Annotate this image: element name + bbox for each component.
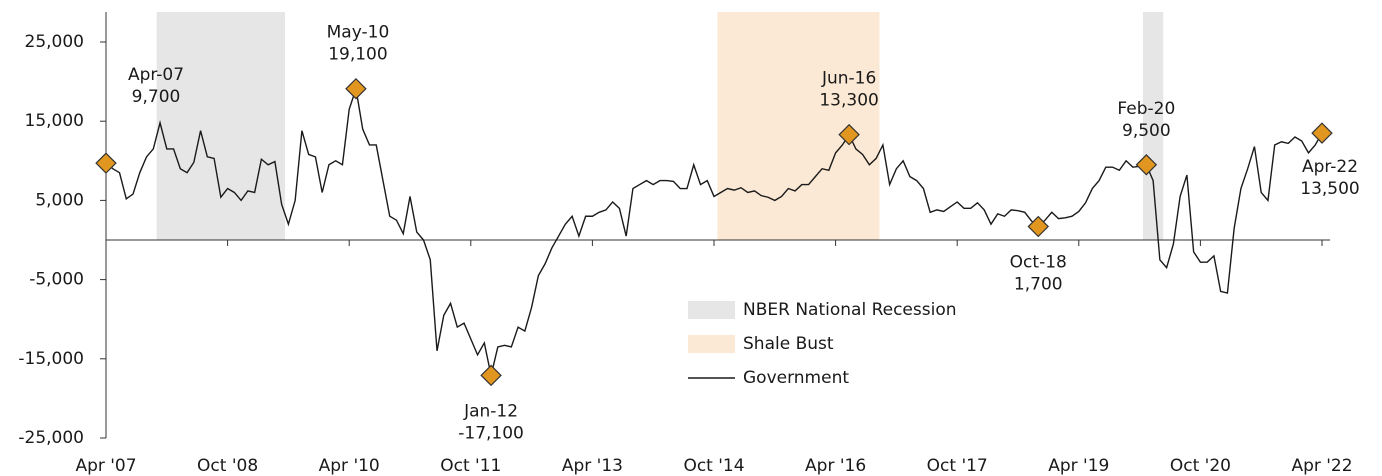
annotation-value: 9,500 [1122, 121, 1171, 141]
x-tick-label: Oct '20 [1170, 456, 1231, 476]
x-tick-label: Apr '19 [1048, 456, 1109, 476]
shaded-period [1142, 12, 1164, 240]
annotation-marker [838, 123, 860, 146]
legend-swatch [688, 301, 735, 319]
x-tick-label: Apr '16 [805, 456, 866, 476]
y-tick-label: -5,000 [29, 270, 84, 290]
annotation-marker [1027, 215, 1050, 238]
annotation-label: May-10 [327, 23, 390, 43]
legend-label: Government [743, 368, 849, 388]
y-tick-label: 5,000 [35, 190, 84, 210]
annotation-label: Jan-12 [463, 401, 518, 421]
annotation-value: 9,700 [132, 87, 181, 107]
annotation-value: 19,100 [328, 45, 387, 65]
annotation-label: Oct-18 [1010, 253, 1067, 273]
annotation-label: Apr-22 [1302, 157, 1358, 177]
y-tick-label: 15,000 [25, 111, 84, 131]
y-tick-label: -15,000 [18, 349, 84, 369]
x-tick-label: Oct '17 [927, 456, 988, 476]
x-tick-label: Apr '13 [562, 456, 623, 476]
annotation-marker [95, 152, 117, 174]
annotation-value: 13,300 [819, 91, 878, 111]
legend-swatch [688, 335, 735, 353]
annotation-marker [480, 364, 502, 387]
x-tick-label: Oct '08 [197, 456, 258, 476]
x-tick-label: Oct '14 [683, 456, 744, 476]
x-tick-label: Apr '07 [75, 456, 136, 476]
shaded-period [156, 12, 286, 240]
y-tick-label: 25,000 [25, 32, 84, 52]
x-tick-label: Oct '11 [440, 456, 501, 476]
x-tick-label: Apr '10 [319, 456, 380, 476]
data-line [105, 88, 1323, 376]
annotation-value: -17,100 [458, 423, 524, 443]
annotation-label: Jun-16 [821, 69, 876, 89]
shaded-period [717, 12, 880, 240]
annotation-value: 1,700 [1014, 275, 1063, 295]
annotation-label: Feb-20 [1117, 99, 1175, 119]
annotation-marker [1311, 122, 1333, 144]
y-tick-label: -25,000 [18, 428, 84, 448]
annotation-value: 13,500 [1300, 179, 1359, 199]
annotation-marker [345, 77, 367, 100]
annotation-label: Apr-07 [128, 65, 184, 85]
annotation-marker [1135, 154, 1158, 176]
x-tick-label: Apr '22 [1291, 456, 1352, 476]
legend-label: Shale Bust [743, 334, 834, 354]
legend-label: NBER National Recession [743, 300, 957, 320]
